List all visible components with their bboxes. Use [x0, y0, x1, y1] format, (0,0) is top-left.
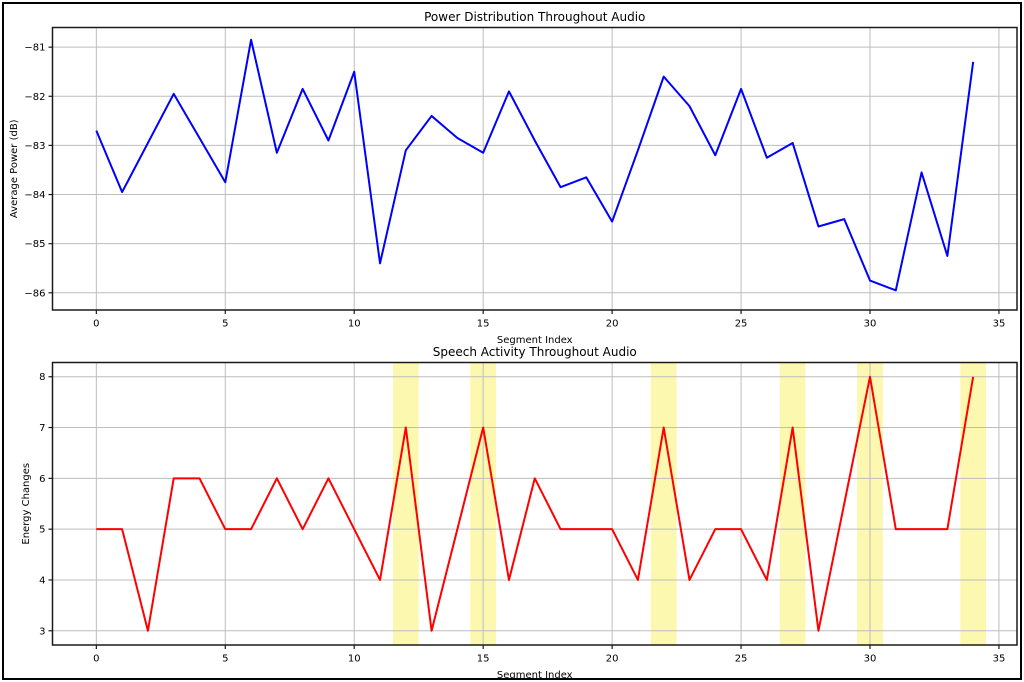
y-tick-label: −85 [24, 239, 45, 250]
x-tick-label: 25 [735, 319, 748, 330]
y-tick-label: 3 [39, 626, 45, 637]
power-distribution-xlabel: Segment Index [497, 335, 573, 346]
speech-activity-chart: 0 5 10 15 20 25 30 35 3 4 5 6 7 8 Speech Activity Thro… [21, 345, 1018, 681]
y-tick-label: 7 [39, 423, 45, 434]
x-tick-label: 20 [606, 654, 619, 665]
x-tick-label: 20 [606, 319, 619, 330]
power-distribution-title: Power Distribution Throughout Audio [424, 10, 645, 24]
highlight-band [779, 362, 806, 645]
power-distribution-line [95, 38, 975, 292]
highlight-band [960, 362, 987, 645]
speech-activity-line [96, 375, 975, 632]
y-tick-label: 8 [39, 372, 45, 383]
speech-activity-xlabel: Segment Index [497, 670, 573, 681]
y-tick-label: 5 [39, 525, 45, 536]
y-tick-label: −81 [24, 43, 45, 54]
x-tick-label: 0 [93, 654, 99, 665]
x-tick-label: 30 [864, 654, 877, 665]
x-tick-label: 5 [222, 319, 228, 330]
highlight-band [650, 362, 677, 645]
y-tick-label: −84 [24, 190, 45, 201]
speech-activity-title: Speech Activity Throughout Audio [433, 345, 637, 359]
x-tick-label: 10 [348, 654, 361, 665]
x-tick-label: 25 [735, 654, 748, 665]
y-tick-label: −82 [24, 92, 45, 103]
x-tick-label: 5 [222, 654, 228, 665]
x-tick-label: 0 [93, 319, 99, 330]
x-tick-label: 15 [477, 654, 490, 665]
y-tick-label: 6 [39, 474, 45, 485]
x-tick-label: 15 [477, 319, 490, 330]
highlight-band [392, 362, 419, 645]
x-tick-label: 10 [348, 319, 361, 330]
speech-activity-ylabel: Energy Changes [21, 463, 32, 545]
x-tick-label: 30 [864, 319, 877, 330]
x-tick-label: 35 [993, 654, 1006, 665]
power-distribution-chart: 0 5 10 15 20 25 30 35 −81 −82 −83 −84 −85 −86 Power Di… [9, 10, 1018, 346]
axes-frame [51, 361, 1018, 646]
axes-frame [51, 26, 1018, 311]
y-tick-label: −83 [24, 141, 45, 152]
y-tick-label: 4 [39, 575, 45, 586]
y-tick-label: −86 [24, 288, 45, 299]
power-distribution-ylabel: Average Power (dB) [9, 119, 20, 218]
x-tick-label: 35 [993, 319, 1006, 330]
